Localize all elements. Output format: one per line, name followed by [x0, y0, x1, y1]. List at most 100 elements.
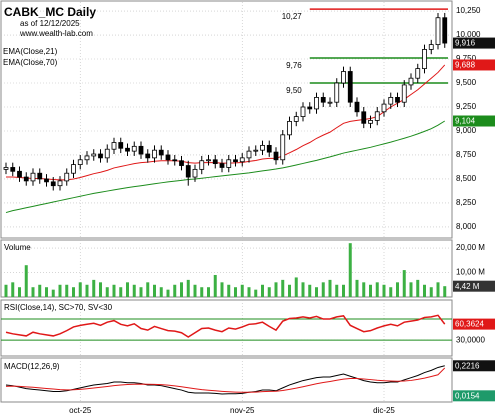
- volume-bar: [38, 284, 42, 297]
- y-tick-label: 30,0000: [456, 335, 485, 344]
- volume-bar: [220, 282, 224, 297]
- volume-bar: [328, 279, 332, 297]
- candle-body: [145, 153, 151, 159]
- volume-bar: [119, 287, 123, 297]
- candle-body: [185, 165, 191, 178]
- y-tick-label: 9,500: [456, 78, 477, 87]
- candle-body: [347, 71, 353, 103]
- candle-body: [104, 148, 110, 159]
- volume-bar: [146, 282, 150, 297]
- volume-bar: [416, 279, 420, 297]
- volume-bar: [72, 287, 75, 297]
- candle-body: [91, 153, 97, 157]
- volume-bar: [348, 243, 352, 297]
- volume-bar: [227, 284, 231, 297]
- volume-bar: [4, 284, 8, 297]
- candle-body: [266, 144, 272, 153]
- volume-bar: [126, 282, 129, 297]
- volume-bar: [389, 287, 393, 297]
- candle-body: [246, 150, 252, 159]
- volume-bar: [45, 287, 48, 297]
- candle-body: [98, 153, 103, 159]
- volume-bar: [193, 284, 197, 297]
- volume-bar: [31, 287, 35, 297]
- candle-body: [219, 163, 225, 168]
- candle-body: [381, 103, 387, 113]
- candle-body: [334, 82, 340, 103]
- candle-body: [260, 144, 265, 151]
- candle-body: [442, 17, 448, 44]
- ema-line: [5, 120, 446, 214]
- legend-entry: EMA(Close,21): [3, 47, 58, 56]
- candle-body: [368, 120, 373, 124]
- candle-body: [111, 142, 117, 150]
- volume-bar: [342, 284, 345, 297]
- candle-body: [374, 111, 380, 121]
- candle-body: [307, 106, 313, 110]
- value-badge-label: 0,2216: [455, 361, 480, 370]
- volume-bar: [402, 270, 406, 297]
- candle-body: [361, 111, 367, 124]
- candle-body: [64, 172, 70, 182]
- volume-bar: [132, 284, 136, 297]
- candle-body: [401, 84, 407, 103]
- volume-bar: [375, 282, 379, 297]
- value-badge-label: 4,42 M: [455, 282, 480, 291]
- y-tick-label: 8,000: [456, 222, 477, 231]
- ema-line: [6, 64, 446, 181]
- value-badge-label: 9,104: [455, 117, 476, 126]
- candle-body: [131, 145, 137, 152]
- candle-body: [293, 116, 299, 122]
- volume-bar: [240, 284, 244, 297]
- volume-bar: [207, 287, 210, 297]
- panel-title: RSI(Close,14), SC>70, SV<30: [4, 303, 113, 312]
- volume-bar: [153, 284, 156, 297]
- level-label: 10,27: [282, 12, 303, 21]
- y-tick-label: 9,750: [456, 54, 477, 63]
- candle-body: [10, 167, 16, 172]
- volume-bar: [200, 287, 204, 297]
- candle-body: [280, 134, 286, 161]
- candle-body: [273, 151, 279, 161]
- volume-bar: [294, 277, 298, 297]
- indicator-line: [5, 314, 446, 338]
- candle-body: [212, 159, 218, 165]
- y-tick-label: 8,250: [456, 198, 477, 207]
- candle-body: [314, 96, 319, 110]
- candle-body: [57, 180, 63, 187]
- volume-bar: [58, 284, 62, 297]
- candle-body: [50, 181, 56, 187]
- candle-body: [428, 44, 434, 50]
- candle-body: [435, 17, 441, 46]
- level-label: 9,76: [286, 61, 302, 70]
- volume-bar: [166, 289, 170, 297]
- volume-bar: [274, 282, 278, 297]
- volume-bar: [443, 286, 447, 297]
- candle-body: [23, 176, 29, 182]
- volume-bar: [213, 274, 217, 297]
- y-tick-label: 20,00 M: [456, 243, 485, 252]
- volume-bar: [112, 284, 116, 297]
- candle-body: [341, 71, 346, 84]
- candle-body: [320, 96, 326, 103]
- chart-subtitle: as of 12/12/2025: [20, 19, 80, 28]
- candle-body: [77, 159, 83, 165]
- candle-body: [17, 170, 22, 178]
- volume-bar: [267, 287, 271, 297]
- volume-bar: [288, 284, 291, 297]
- volume-bar: [396, 282, 399, 297]
- volume-bar: [308, 284, 312, 297]
- candle-body: [395, 96, 400, 103]
- volume-bar: [24, 265, 28, 297]
- x-tick-label: oct-25: [69, 406, 92, 415]
- volume-bar: [92, 279, 96, 297]
- value-badge-label: 9,916: [455, 39, 476, 48]
- indicator-line: [5, 367, 446, 393]
- volume-bar: [315, 287, 318, 297]
- volume-bar: [78, 282, 82, 297]
- volume-bar: [423, 284, 426, 297]
- candle-body: [30, 172, 36, 182]
- volume-bar: [335, 284, 339, 297]
- y-tick-label: 10,00 M: [456, 268, 485, 277]
